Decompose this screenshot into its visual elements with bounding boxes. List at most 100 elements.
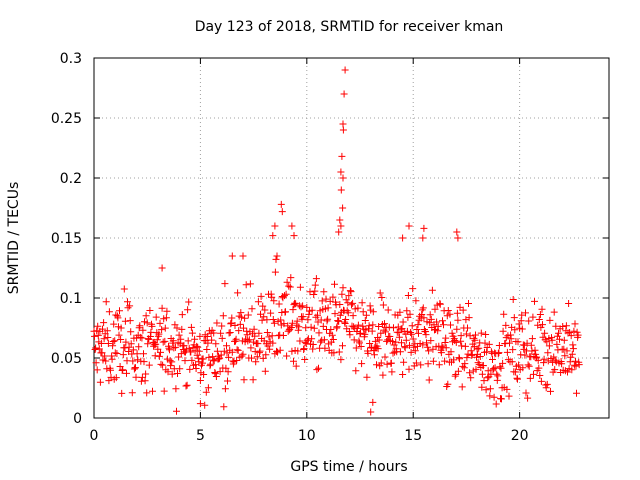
- data-point: [126, 317, 134, 325]
- data-point: [450, 356, 458, 364]
- data-point: [413, 326, 421, 333]
- y-axis-label: SRMTID / TECUs: [6, 182, 22, 295]
- data-point: [221, 280, 229, 288]
- data-point: [119, 366, 127, 374]
- data-point: [152, 313, 160, 321]
- data-point: [104, 340, 112, 347]
- data-point: [461, 342, 469, 350]
- data-point: [153, 336, 161, 344]
- data-point: [141, 377, 149, 385]
- data-point: [93, 366, 101, 374]
- data-point: [484, 374, 492, 382]
- data-point: [261, 306, 269, 314]
- data-point: [152, 340, 160, 348]
- data-point: [424, 343, 432, 351]
- data-point: [550, 353, 558, 361]
- data-point: [357, 343, 365, 350]
- data-point: [213, 319, 221, 327]
- data-point: [453, 309, 461, 317]
- data-point: [259, 302, 267, 310]
- data-point: [321, 344, 329, 352]
- data-point: [354, 321, 362, 329]
- data-point: [523, 339, 531, 347]
- data-point: [248, 305, 256, 313]
- data-point: [188, 356, 196, 364]
- data-point: [193, 351, 201, 359]
- data-point: [507, 335, 515, 343]
- data-point: [545, 342, 553, 350]
- data-point: [494, 372, 502, 380]
- data-point: [158, 304, 166, 312]
- data-point: [447, 348, 455, 356]
- data-point: [480, 377, 488, 385]
- data-point: [428, 286, 436, 294]
- data-point: [369, 308, 377, 316]
- data-point: [409, 285, 417, 293]
- x-tick-label: 0: [90, 428, 99, 444]
- data-point: [367, 408, 375, 416]
- data-point: [135, 343, 143, 351]
- x-tick-label: 20: [511, 428, 529, 444]
- data-point: [92, 359, 100, 367]
- data-point: [192, 365, 200, 372]
- data-point: [199, 355, 207, 363]
- data-point: [553, 340, 561, 348]
- axis-ticks: 0 5 10 15 20 0 0.05 0.1 0.15 0.2 0.25 0.3: [51, 51, 609, 444]
- data-point: [378, 294, 386, 301]
- data-point: [356, 339, 363, 347]
- data-point: [433, 318, 441, 326]
- data-point: [271, 222, 279, 230]
- data-point: [527, 341, 535, 349]
- data-point: [521, 351, 529, 359]
- data-point: [399, 318, 407, 326]
- data-point: [303, 336, 311, 344]
- data-point: [337, 356, 345, 364]
- data-point: [177, 350, 185, 358]
- data-point: [172, 385, 180, 393]
- data-point: [140, 350, 147, 358]
- data-point: [518, 325, 526, 333]
- data-point: [93, 327, 101, 335]
- data-point: [359, 308, 367, 316]
- data-point: [463, 354, 471, 362]
- data-point: [478, 370, 486, 378]
- data-point: [134, 356, 142, 364]
- data-point: [339, 342, 346, 350]
- data-point: [336, 216, 344, 224]
- data-point: [299, 302, 307, 310]
- data-point: [475, 360, 483, 368]
- data-point: [169, 337, 177, 345]
- data-point: [177, 335, 185, 343]
- data-point: [239, 252, 247, 260]
- data-point: [528, 335, 536, 343]
- data-point: [159, 338, 167, 346]
- data-point: [269, 232, 277, 240]
- data-point: [358, 299, 366, 307]
- data-point: [420, 314, 428, 322]
- data-point: [383, 337, 391, 345]
- data-point: [339, 174, 347, 182]
- data-point: [490, 365, 498, 373]
- data-point: [462, 330, 470, 338]
- data-point: [335, 348, 343, 356]
- data-point: [346, 331, 354, 339]
- data-point: [571, 320, 579, 328]
- data-point: [406, 310, 414, 318]
- data-point: [105, 308, 113, 316]
- data-point: [162, 314, 170, 322]
- data-point: [142, 370, 150, 378]
- data-point: [275, 300, 283, 308]
- data-point: [235, 327, 243, 335]
- data-point: [196, 377, 204, 384]
- data-point: [342, 316, 350, 323]
- data-point: [209, 356, 217, 364]
- data-point: [281, 292, 288, 300]
- data-point: [396, 348, 404, 356]
- data-point: [164, 368, 172, 376]
- data-point: [161, 324, 169, 332]
- data-point: [116, 307, 123, 315]
- data-point: [185, 344, 193, 352]
- data-point: [251, 332, 259, 340]
- data-point: [217, 329, 225, 337]
- data-point: [419, 341, 427, 349]
